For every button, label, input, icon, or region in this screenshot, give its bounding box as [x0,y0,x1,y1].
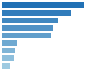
Bar [2,48,15,53]
Bar [2,33,51,38]
Bar [2,10,71,16]
Bar [2,40,17,46]
Bar [2,55,14,61]
Bar [2,63,10,69]
Bar [2,18,58,23]
Bar [2,2,84,8]
Bar [2,25,53,31]
